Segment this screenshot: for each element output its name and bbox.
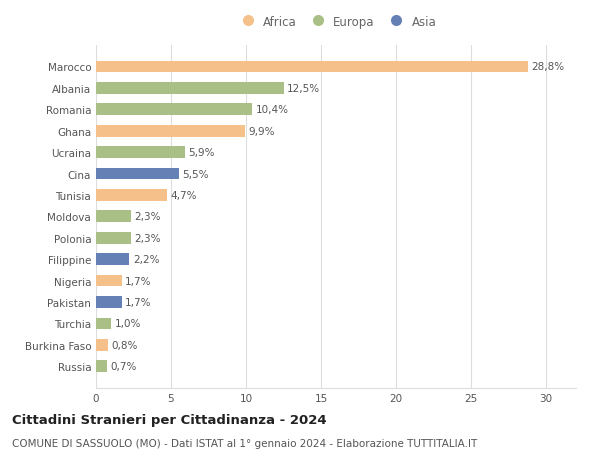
Bar bbox=[96, 339, 108, 351]
Text: 12,5%: 12,5% bbox=[287, 84, 320, 94]
Bar bbox=[96, 168, 179, 180]
Text: 10,4%: 10,4% bbox=[256, 105, 289, 115]
Text: 1,7%: 1,7% bbox=[125, 297, 152, 308]
Text: 2,3%: 2,3% bbox=[134, 212, 161, 222]
Bar bbox=[96, 83, 284, 95]
Bar bbox=[96, 254, 129, 265]
Bar bbox=[96, 232, 131, 244]
Bar bbox=[96, 275, 121, 287]
Text: 0,8%: 0,8% bbox=[112, 340, 138, 350]
Bar bbox=[96, 361, 107, 372]
Text: 1,0%: 1,0% bbox=[115, 319, 141, 329]
Text: 4,7%: 4,7% bbox=[170, 190, 197, 201]
Bar bbox=[96, 318, 111, 330]
Bar bbox=[96, 126, 245, 137]
Bar bbox=[96, 190, 167, 202]
Text: 9,9%: 9,9% bbox=[248, 126, 275, 136]
Bar bbox=[96, 104, 252, 116]
Text: 0,7%: 0,7% bbox=[110, 361, 137, 371]
Text: 5,5%: 5,5% bbox=[182, 169, 209, 179]
Text: 5,9%: 5,9% bbox=[188, 148, 215, 158]
Text: 28,8%: 28,8% bbox=[532, 62, 565, 73]
Legend: Africa, Europa, Asia: Africa, Europa, Asia bbox=[231, 11, 441, 33]
Text: Cittadini Stranieri per Cittadinanza - 2024: Cittadini Stranieri per Cittadinanza - 2… bbox=[12, 413, 326, 426]
Text: COMUNE DI SASSUOLO (MO) - Dati ISTAT al 1° gennaio 2024 - Elaborazione TUTTITALI: COMUNE DI SASSUOLO (MO) - Dati ISTAT al … bbox=[12, 438, 477, 448]
Bar bbox=[96, 211, 131, 223]
Text: 1,7%: 1,7% bbox=[125, 276, 152, 286]
Bar bbox=[96, 147, 185, 159]
Text: 2,2%: 2,2% bbox=[133, 255, 159, 264]
Text: 2,3%: 2,3% bbox=[134, 233, 161, 243]
Bar bbox=[96, 62, 528, 73]
Bar bbox=[96, 297, 121, 308]
